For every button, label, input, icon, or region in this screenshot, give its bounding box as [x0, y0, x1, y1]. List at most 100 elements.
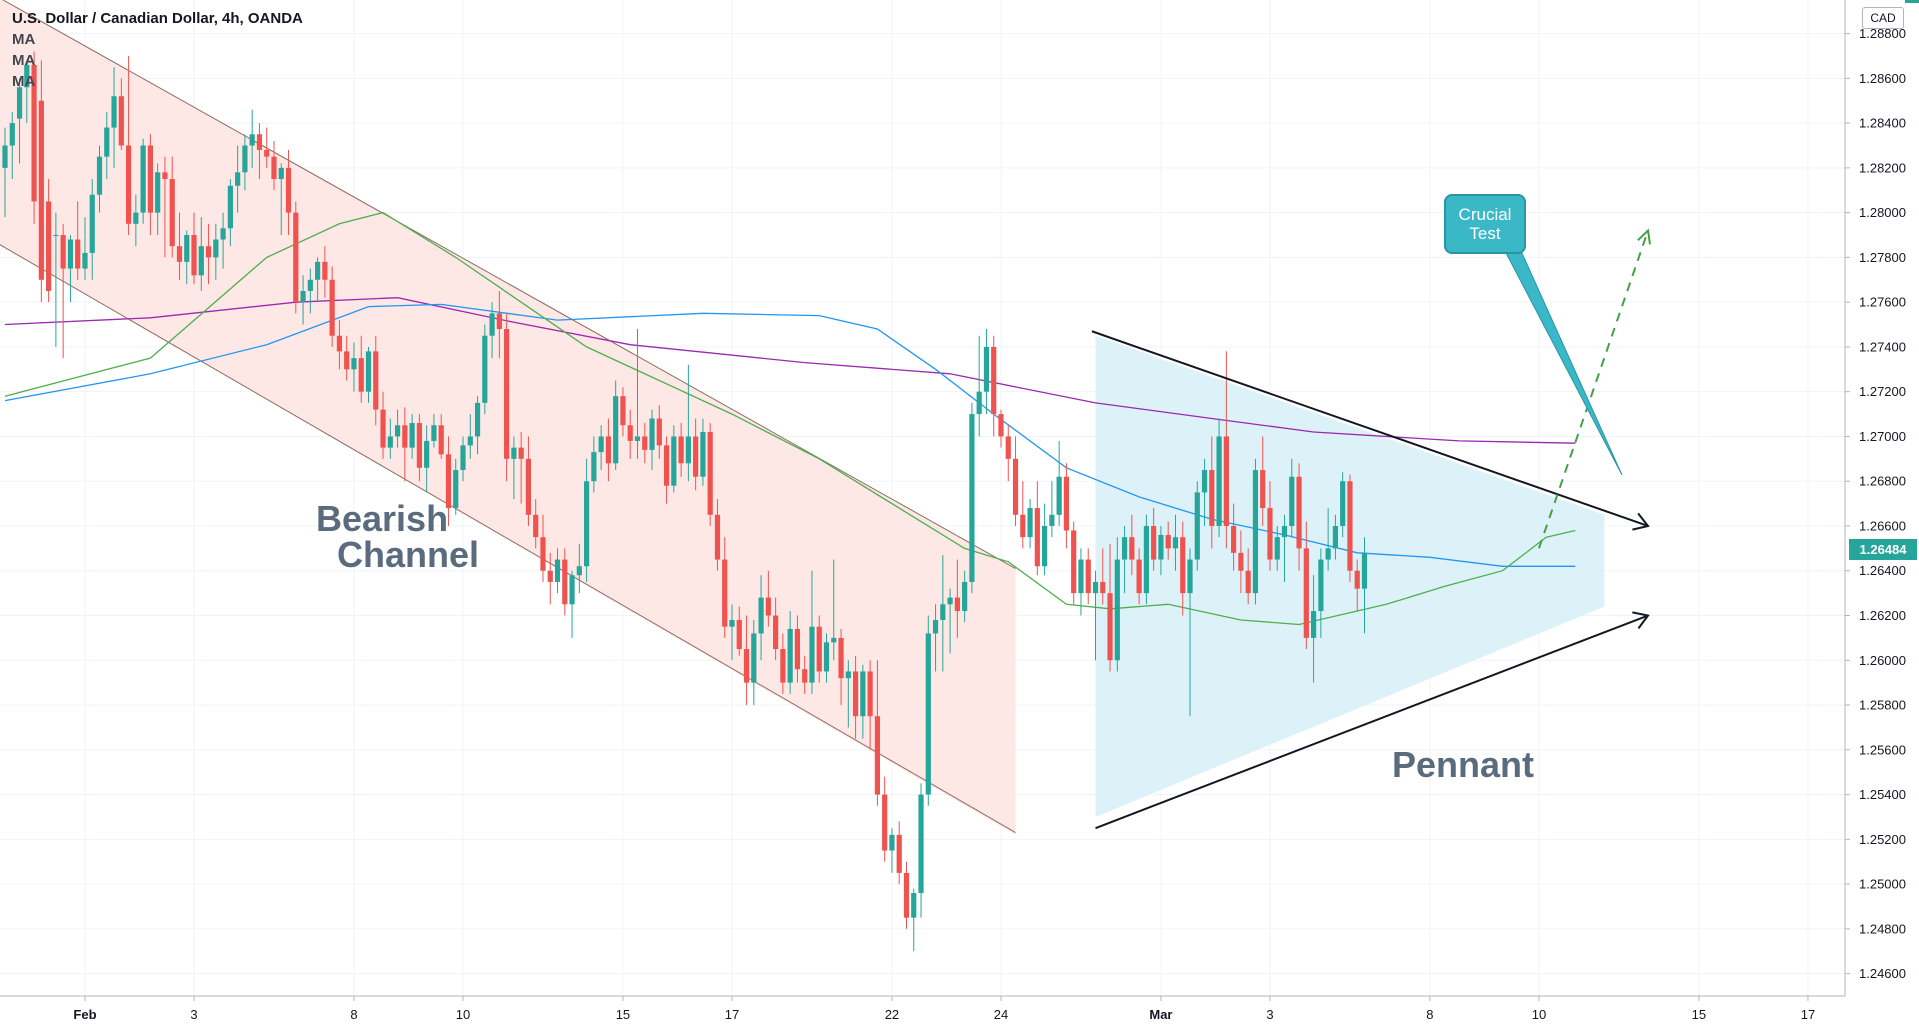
- candle-body: [460, 445, 466, 471]
- candle-body: [547, 570, 553, 582]
- candle-body: [613, 396, 619, 464]
- candle-body: [605, 436, 612, 464]
- price-tick-label: 1.26000: [1859, 653, 1906, 668]
- candle-body: [831, 637, 837, 643]
- candle-body: [380, 409, 386, 448]
- candle-body: [1034, 508, 1040, 567]
- time-tick-label: Mar: [1149, 1007, 1172, 1022]
- ma-fast-line: [4, 211, 1576, 626]
- candle-body: [1114, 559, 1120, 661]
- candle-body: [9, 123, 15, 146]
- candle-body: [896, 834, 902, 873]
- currency-badge[interactable]: CAD: [1862, 7, 1904, 29]
- candle-body: [649, 418, 655, 450]
- candle-body: [1063, 476, 1070, 531]
- candle-body: [162, 172, 168, 180]
- candle-body: [1136, 559, 1142, 594]
- candle-body: [918, 794, 924, 894]
- candle-body: [998, 414, 1004, 437]
- candle-body: [925, 633, 931, 795]
- candle-body: [155, 172, 161, 213]
- ma-legend-1[interactable]: MA: [12, 31, 36, 48]
- candle-body: [1121, 537, 1128, 560]
- candle-body: [693, 436, 699, 477]
- candle-body: [16, 87, 23, 119]
- candle-body: [736, 619, 742, 650]
- candle-body: [358, 358, 364, 392]
- candle-body: [1100, 581, 1106, 594]
- candle-body: [780, 649, 786, 683]
- candle-body: [911, 893, 917, 918]
- candle-body: [60, 235, 66, 269]
- candle-body: [1027, 508, 1033, 538]
- candle-body: [809, 626, 815, 683]
- price-tick-label: 1.27200: [1859, 384, 1906, 399]
- candle-body: [991, 346, 997, 415]
- candle-body: [1340, 481, 1346, 526]
- price-tick-label: 1.28600: [1859, 71, 1906, 86]
- pennant-label: Pennant: [1392, 744, 1535, 785]
- candle-body: [271, 156, 277, 180]
- candle-body: [1092, 581, 1099, 594]
- candle-body: [424, 440, 430, 468]
- candle-body: [1354, 570, 1360, 589]
- candle-body: [445, 454, 452, 509]
- price-tick-label: 1.27000: [1859, 429, 1906, 444]
- candle-body: [1260, 470, 1266, 509]
- candle-body: [409, 423, 415, 448]
- price-tick-label: 1.26800: [1859, 474, 1906, 489]
- time-axis[interactable]: Feb 3 8 10 15 17 22 24 Mar 3 8 10 15 17: [0, 995, 1919, 1032]
- candle-body: [874, 716, 880, 795]
- candle-body: [1012, 458, 1019, 515]
- ma-legend-3[interactable]: MA: [12, 73, 36, 90]
- candle-body: [235, 172, 241, 186]
- candle-body: [685, 436, 691, 464]
- candle-body: [365, 351, 372, 392]
- ma-mid-line: [4, 303, 1576, 567]
- candle-body: [336, 335, 343, 352]
- bearish-label: Bearish: [316, 498, 449, 539]
- pennant-trendlines[interactable]: [1091, 330, 1650, 830]
- crucial-test-callout[interactable]: Crucial Test: [1444, 194, 1526, 254]
- candle-body: [794, 628, 801, 670]
- candle-body: [46, 201, 52, 291]
- price-tick-label: 1.27800: [1859, 250, 1906, 265]
- candle-body: [387, 436, 393, 448]
- price-tick-label: 1.25800: [1859, 698, 1906, 713]
- time-tick-label: 3: [190, 1007, 197, 1022]
- time-tick-label: 17: [1801, 1007, 1815, 1022]
- candle-body: [307, 279, 313, 291]
- price-axis[interactable]: 1.28800 1.28600 1.28400 1.28200 1.28000 1.278…: [1844, 0, 1919, 1032]
- price-tick-label: 1.27400: [1859, 339, 1906, 354]
- candle-body: [373, 351, 379, 410]
- ma-legend-2[interactable]: MA: [12, 52, 36, 69]
- candle-body: [816, 626, 822, 672]
- candle-body: [111, 96, 117, 128]
- candle-body: [663, 445, 670, 486]
- candle-body: [889, 834, 895, 851]
- candle-body: [213, 239, 219, 258]
- chart-legend: U.S. Dollar / Canadian Dollar, 4h, OANDA…: [12, 8, 303, 92]
- candle-body: [540, 537, 546, 571]
- candle-body: [1325, 548, 1331, 560]
- candle-body: [969, 414, 975, 582]
- axis-corner-mark: [1905, 0, 1919, 3]
- candle-body: [293, 212, 299, 303]
- candle-body: [1042, 525, 1048, 567]
- candle-body: [838, 637, 844, 679]
- time-tick-label: 8: [350, 1007, 357, 1022]
- candle-body: [751, 633, 757, 683]
- candle-body: [787, 628, 793, 683]
- candle-body: [1143, 525, 1149, 594]
- candle-body: [75, 239, 81, 269]
- candle-body: [438, 425, 444, 455]
- candle-body: [1049, 514, 1055, 526]
- candle-body: [1223, 436, 1229, 526]
- candle-body: [1158, 534, 1164, 560]
- price-tick-label: 1.26600: [1859, 518, 1906, 533]
- candle-body: [169, 179, 175, 247]
- candle-body: [1245, 570, 1251, 594]
- symbol-title[interactable]: U.S. Dollar / Canadian Dollar, 4h, OANDA: [12, 10, 303, 27]
- time-tick-label: 15: [1692, 1007, 1706, 1022]
- candle-body: [773, 615, 779, 650]
